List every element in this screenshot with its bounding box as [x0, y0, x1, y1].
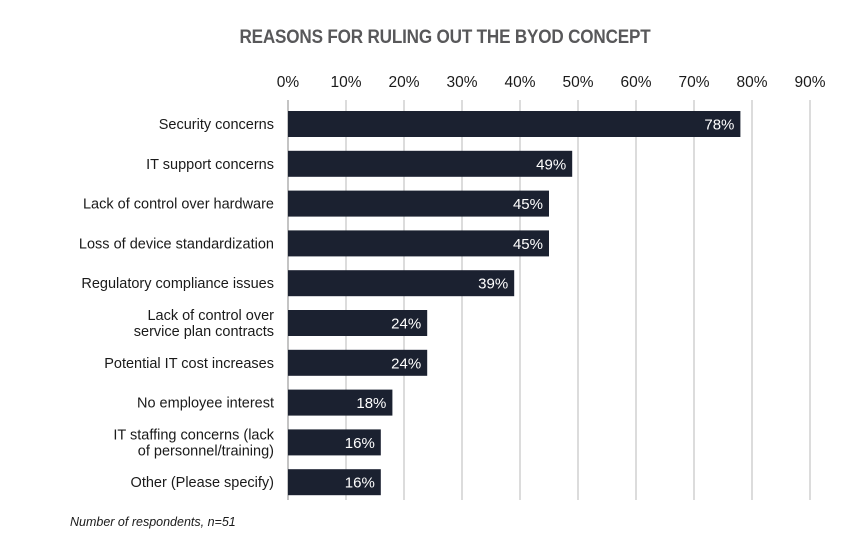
- bar: [288, 310, 428, 336]
- category-label: Regulatory compliance issues: [81, 276, 274, 292]
- bars: 78% 49% 45% 45% 39% 24% 24% 18% 16% 16%: [288, 111, 741, 496]
- x-tick-label: 80%: [736, 74, 767, 91]
- category-label: No employee interest: [137, 396, 274, 412]
- bar: [288, 349, 428, 376]
- category-label: Security concerns: [159, 117, 274, 133]
- x-tick-label: 20%: [388, 74, 419, 91]
- x-tick-label: 10%: [330, 74, 361, 91]
- bar-value-label: 24%: [391, 316, 421, 333]
- bar-value-label: 18%: [356, 395, 386, 412]
- bar: [288, 270, 515, 297]
- category-label: Other (Please specify): [131, 475, 274, 491]
- bar-value-label: 16%: [345, 475, 375, 492]
- bar-value-label: 45%: [513, 196, 543, 213]
- chart-title: REASONS FOR RULING OUT THE BYOD CONCEPT: [239, 27, 651, 48]
- bar-value-label: 24%: [391, 355, 421, 372]
- category-label: Potential IT cost increases: [104, 356, 274, 372]
- bar-value-label: 45%: [513, 236, 543, 253]
- bar: [288, 150, 573, 177]
- bar-value-label: 16%: [345, 435, 375, 452]
- x-tick-label: 60%: [620, 74, 651, 91]
- bar: [288, 190, 549, 217]
- category-label: Loss of device standardization: [79, 236, 274, 252]
- bar-value-label: 49%: [536, 156, 566, 173]
- x-tick-label: 70%: [678, 74, 709, 91]
- x-tick-label: 50%: [562, 74, 593, 91]
- x-tick-label: 90%: [794, 74, 825, 91]
- bar: [288, 111, 741, 137]
- bar-value-label: 39%: [478, 276, 508, 293]
- category-labels: Security concerns IT support concerns Lack…: [79, 117, 275, 491]
- x-tick-label: 0%: [277, 74, 300, 91]
- bar-value-label: 78%: [704, 117, 734, 134]
- category-label: IT staffing concerns (lack of personnel/t…: [113, 427, 274, 459]
- bar: [288, 469, 381, 496]
- category-label: Lack of control over hardware: [83, 197, 274, 213]
- x-tick-label: 30%: [446, 74, 477, 91]
- gridlines: [287, 100, 811, 500]
- category-label: Lack of control over service plan contrac…: [134, 308, 274, 340]
- x-tick-label: 40%: [504, 74, 535, 91]
- respondents-note: Number of respondents, n=51: [70, 515, 236, 529]
- x-axis-ticks: 0% 10% 20% 30% 40% 50% 60% 70% 80% 90%: [277, 74, 826, 91]
- bar: [288, 429, 381, 456]
- bar: [288, 389, 393, 416]
- category-label: IT support concerns: [146, 157, 274, 173]
- bar: [288, 230, 549, 257]
